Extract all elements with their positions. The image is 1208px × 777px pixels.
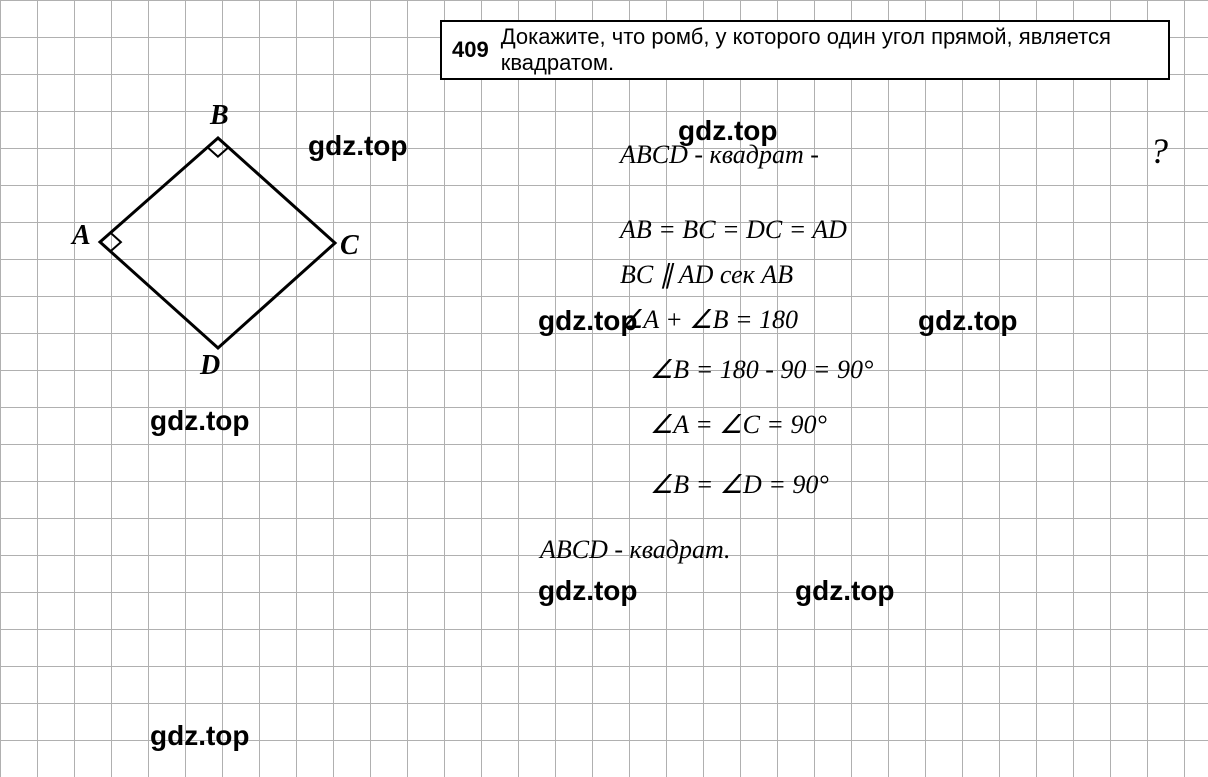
solution-line: ∠A = ∠C = 90° bbox=[650, 410, 827, 440]
right-angle-marker-b bbox=[207, 147, 228, 156]
solution-line: ∠A + ∠B = 180 bbox=[620, 305, 798, 335]
watermark-text: gdz.top bbox=[538, 305, 638, 337]
solution-line: ABCD - квадрат. bbox=[540, 535, 731, 565]
watermark-text: gdz.top bbox=[150, 720, 250, 752]
solution-line: ? bbox=[1150, 130, 1168, 172]
solution-line: BC ∥ AD сек AB bbox=[620, 260, 793, 290]
solution-line: ∠B = 180 - 90 = 90° bbox=[650, 355, 873, 385]
vertex-label-c: C bbox=[340, 230, 359, 262]
watermark-text: gdz.top bbox=[678, 115, 778, 147]
vertex-label-b: B bbox=[210, 100, 229, 132]
vertex-label-a: A bbox=[72, 220, 91, 252]
solution-line: AB = BC = DC = AD bbox=[620, 215, 847, 245]
right-angle-marker-a bbox=[110, 233, 121, 252]
problem-statement-box: 409 Докажите, что ромб, у которого один … bbox=[440, 20, 1170, 80]
problem-text: Докажите, что ромб, у которого один угол… bbox=[501, 24, 1158, 77]
watermark-text: gdz.top bbox=[795, 575, 895, 607]
problem-number: 409 bbox=[452, 37, 489, 63]
rhombus-polygon bbox=[100, 138, 335, 348]
watermark-text: gdz.top bbox=[918, 305, 1018, 337]
watermark-text: gdz.top bbox=[308, 130, 408, 162]
watermark-text: gdz.top bbox=[150, 405, 250, 437]
solution-line: ∠B = ∠D = 90° bbox=[650, 470, 829, 500]
watermark-text: gdz.top bbox=[538, 575, 638, 607]
vertex-label-d: D bbox=[200, 350, 220, 382]
